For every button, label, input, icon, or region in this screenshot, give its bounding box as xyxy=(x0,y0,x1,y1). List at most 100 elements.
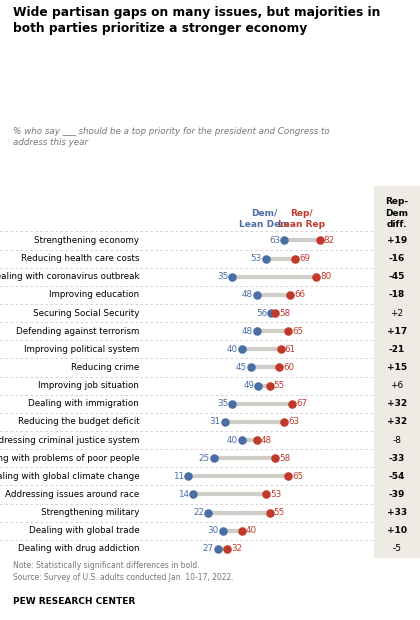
Text: 48: 48 xyxy=(241,290,252,299)
Text: Improving education: Improving education xyxy=(49,290,139,299)
Text: Reducing the budget deficit: Reducing the budget deficit xyxy=(18,417,139,427)
Point xyxy=(253,290,260,300)
Text: Addressing criminal justice system: Addressing criminal justice system xyxy=(0,435,139,445)
Text: 66: 66 xyxy=(294,290,305,299)
Point xyxy=(272,308,278,318)
Text: Dealing with global trade: Dealing with global trade xyxy=(29,526,139,535)
Text: +2: +2 xyxy=(390,309,403,317)
Text: 48: 48 xyxy=(261,435,272,445)
Text: 48: 48 xyxy=(241,327,252,335)
Text: 45: 45 xyxy=(236,363,247,372)
Text: 31: 31 xyxy=(210,417,221,427)
Text: Rep/
Lean Rep: Rep/ Lean Rep xyxy=(278,208,325,229)
Text: 14: 14 xyxy=(178,490,189,499)
Text: Note: Statistically significant differences in bold.
Source: Survey of U.S. adul: Note: Statistically significant differen… xyxy=(13,561,233,582)
Text: +6: +6 xyxy=(390,381,404,390)
Text: -18: -18 xyxy=(388,290,405,299)
Point xyxy=(223,544,230,554)
Text: % who say ___ should be a top priority for the president and Congress to
address: % who say ___ should be a top priority f… xyxy=(13,127,329,147)
Point xyxy=(229,272,236,281)
Text: 63: 63 xyxy=(269,236,280,245)
Text: +15: +15 xyxy=(387,363,407,372)
Text: 40: 40 xyxy=(246,526,257,535)
Point xyxy=(190,490,197,500)
Text: -21: -21 xyxy=(388,345,405,354)
Text: -45: -45 xyxy=(388,272,405,281)
Text: 35: 35 xyxy=(217,272,228,281)
Point xyxy=(220,526,226,536)
Point xyxy=(255,381,262,391)
Text: +32: +32 xyxy=(387,417,407,427)
Text: 32: 32 xyxy=(231,544,242,554)
Text: -39: -39 xyxy=(388,490,405,499)
Text: 40: 40 xyxy=(226,345,238,354)
Text: 58: 58 xyxy=(279,309,291,317)
Text: 65: 65 xyxy=(292,472,303,481)
Point xyxy=(253,326,260,336)
Text: 55: 55 xyxy=(274,508,285,517)
Text: 58: 58 xyxy=(279,454,291,463)
Text: 53: 53 xyxy=(250,254,262,263)
Text: 49: 49 xyxy=(243,381,254,390)
Point xyxy=(281,236,288,246)
Point xyxy=(272,453,278,463)
Text: Defending against terrorism: Defending against terrorism xyxy=(16,327,139,335)
Text: Dealing with immigration: Dealing with immigration xyxy=(29,399,139,408)
Text: 69: 69 xyxy=(299,254,311,263)
Point xyxy=(184,471,191,481)
Point xyxy=(285,471,291,481)
Text: 63: 63 xyxy=(289,417,299,427)
Text: 67: 67 xyxy=(296,399,307,408)
Point xyxy=(262,254,269,264)
Point xyxy=(316,236,323,246)
Point xyxy=(205,508,212,518)
Point xyxy=(238,435,245,445)
Bar xyxy=(374,186,420,558)
Text: 55: 55 xyxy=(274,381,285,390)
Text: -33: -33 xyxy=(388,454,405,463)
Point xyxy=(292,254,299,264)
Text: Reducing crime: Reducing crime xyxy=(71,363,139,372)
Text: PEW RESEARCH CENTER: PEW RESEARCH CENTER xyxy=(13,597,135,606)
Point xyxy=(229,399,236,409)
Point xyxy=(238,526,245,536)
Text: 82: 82 xyxy=(324,236,335,245)
Text: -8: -8 xyxy=(392,435,401,445)
Point xyxy=(210,453,217,463)
Text: Strengthening economy: Strengthening economy xyxy=(34,236,139,245)
Point xyxy=(238,344,245,354)
Point xyxy=(266,508,273,518)
Point xyxy=(266,381,273,391)
Point xyxy=(248,363,255,373)
Text: Rep-
Dem
diff.: Rep- Dem diff. xyxy=(385,197,408,229)
Point xyxy=(285,326,291,336)
Text: 61: 61 xyxy=(285,345,296,354)
Text: Improving political system: Improving political system xyxy=(24,345,139,354)
Text: +10: +10 xyxy=(387,526,407,535)
Text: 27: 27 xyxy=(202,544,213,554)
Text: Addressing issues around race: Addressing issues around race xyxy=(5,490,139,499)
Text: 22: 22 xyxy=(193,508,204,517)
Text: +32: +32 xyxy=(387,399,407,408)
Point xyxy=(281,417,288,427)
Point xyxy=(312,272,319,281)
Text: 11: 11 xyxy=(173,472,184,481)
Text: Strengthening military: Strengthening military xyxy=(41,508,139,517)
Text: 56: 56 xyxy=(256,309,267,317)
Text: Dealing with coronavirus outbreak: Dealing with coronavirus outbreak xyxy=(0,272,139,281)
Text: -16: -16 xyxy=(388,254,405,263)
Text: Reducing health care costs: Reducing health care costs xyxy=(21,254,139,263)
Text: 30: 30 xyxy=(208,526,219,535)
Text: 80: 80 xyxy=(320,272,331,281)
Text: +19: +19 xyxy=(387,236,407,245)
Text: 25: 25 xyxy=(199,454,210,463)
Text: Dem/
Lean Dem: Dem/ Lean Dem xyxy=(239,208,289,229)
Point xyxy=(276,363,282,373)
Point xyxy=(268,308,275,318)
Text: +33: +33 xyxy=(387,508,407,517)
Text: -54: -54 xyxy=(388,472,405,481)
Text: Dealing with problems of poor people: Dealing with problems of poor people xyxy=(0,454,139,463)
Point xyxy=(222,417,228,427)
Point xyxy=(277,344,284,354)
Text: Wide partisan gaps on many issues, but majorities in
both parties prioritize a s: Wide partisan gaps on many issues, but m… xyxy=(13,6,380,35)
